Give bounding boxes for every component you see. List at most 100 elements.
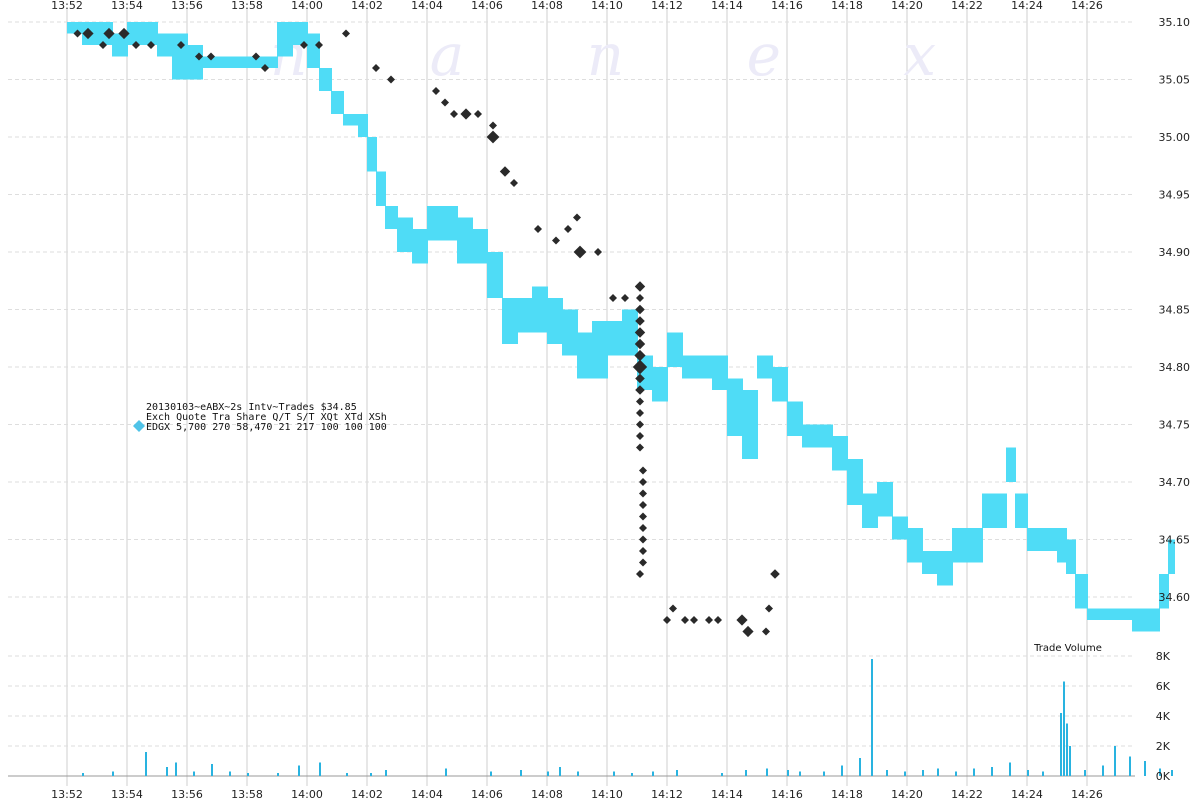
x-tick-label-bottom: 14:08	[531, 788, 563, 800]
x-tick-label-top: 14:24	[1011, 0, 1043, 12]
volume-bar	[520, 770, 522, 776]
trade-point	[636, 443, 644, 452]
volume-bar	[955, 771, 957, 776]
quote-band-segment	[757, 355, 773, 379]
x-axis-ticks: 13:52 13:52 13:54 13:54 13:56 13:56 13:58 13:58…	[51, 0, 1103, 800]
x-tick-label-bottom: 14:10	[591, 788, 623, 800]
trade-point	[714, 616, 722, 624]
volume-bar	[799, 771, 801, 776]
quote-band-segment	[385, 206, 398, 229]
quote-band-segment	[562, 309, 578, 356]
quote-band-segment	[1066, 539, 1076, 574]
trade-point	[73, 29, 82, 38]
x-tick-label-top: 13:54	[111, 0, 143, 12]
quote-band-segment	[1075, 574, 1088, 609]
quote-band-segment	[517, 298, 533, 333]
x-tick-label-top: 14:12	[651, 0, 683, 12]
trade-series	[73, 27, 780, 638]
trade-point	[441, 98, 449, 107]
quote-band-segment	[1087, 608, 1103, 620]
quote-band-segment	[202, 56, 218, 68]
trade-point	[450, 110, 458, 118]
trade-point	[742, 625, 754, 638]
trade-point	[639, 489, 647, 498]
quote-band-segment	[319, 68, 332, 91]
x-tick-label-top: 14:04	[411, 0, 443, 12]
quote-band-segment	[457, 217, 473, 264]
trade-point	[573, 245, 587, 259]
quote-band-segment	[427, 206, 443, 241]
quote-band-segment	[742, 390, 758, 459]
volume-bar	[721, 773, 723, 776]
trade-point	[147, 41, 155, 49]
trade-point	[634, 327, 646, 338]
trade-point	[634, 338, 646, 350]
quote-band-segment	[232, 56, 248, 68]
quote-band-segment	[376, 171, 386, 206]
x-tick-label-top: 14:00	[291, 0, 323, 12]
quote-band-segment	[157, 33, 173, 57]
volume-bar	[370, 773, 372, 776]
x-tick-label-bottom: 14:18	[831, 788, 863, 800]
trade-point	[669, 604, 677, 613]
volume-tick-label: 4K	[1156, 710, 1171, 723]
volume-bar	[1171, 770, 1173, 776]
trade-point	[118, 27, 130, 40]
y-tick-label: 34.60	[1159, 591, 1191, 604]
quote-band-segment	[292, 22, 308, 45]
quote-band-segment	[682, 355, 698, 379]
trade-point	[705, 616, 713, 624]
x-tick-label-top: 14:18	[831, 0, 863, 12]
volume-bar	[1159, 768, 1161, 776]
quote-band-segment	[1027, 528, 1043, 551]
quote-band-segment	[472, 229, 488, 264]
legend-title: 20130103~eABX~2s Intv~Trades $34.85	[146, 402, 357, 413]
trade-point	[634, 349, 646, 362]
x-tick-label-bottom: 14:16	[771, 788, 803, 800]
quote-band-segment	[1168, 539, 1175, 574]
x-tick-label-bottom: 14:26	[1071, 788, 1103, 800]
x-tick-label-bottom: 14:20	[891, 788, 923, 800]
quote-band-segment	[862, 493, 878, 528]
volume-bar	[298, 765, 300, 776]
quote-band-segment	[247, 56, 263, 68]
y-tick-label: 34.75	[1159, 419, 1191, 432]
quote-band-segment	[343, 114, 359, 126]
quote-band-segment	[997, 493, 1007, 528]
volume-bar	[82, 773, 84, 776]
quote-band-segment	[74, 22, 83, 34]
quote-band-segment	[502, 298, 518, 344]
quote-band-segment	[262, 56, 278, 68]
trade-point	[460, 108, 472, 120]
quote-band-segment	[787, 401, 803, 436]
x-tick-label-top: 14:16	[771, 0, 803, 12]
volume-bar	[841, 765, 843, 776]
quote-band-segment	[1057, 528, 1067, 563]
quote-band-segment	[217, 56, 233, 68]
trade-point	[573, 213, 581, 222]
volume-bar	[676, 770, 678, 776]
trade-point	[99, 41, 107, 49]
trade-point	[635, 385, 645, 395]
trade-point	[639, 558, 647, 567]
volume-tick-label: 8K	[1156, 650, 1171, 663]
volume-bar	[859, 758, 861, 776]
quote-band-segment	[187, 45, 203, 80]
quote-band-segment	[937, 551, 953, 586]
quote-band-segment	[277, 22, 293, 57]
quote-band-segment	[907, 528, 923, 563]
x-tick-label-bottom: 14:02	[351, 788, 383, 800]
quote-band-segment	[967, 528, 983, 563]
quote-band-segment	[1147, 608, 1160, 632]
volume-bar	[1027, 770, 1029, 776]
trade-point	[635, 304, 645, 315]
quote-band-segment	[982, 493, 998, 528]
trade-point	[636, 397, 644, 406]
quote-band-segment	[877, 482, 893, 517]
quote-band-segment	[727, 378, 743, 436]
trade-point	[82, 27, 94, 40]
trade-point	[736, 614, 748, 626]
trade-point	[474, 110, 482, 118]
x-tick-label-top: 14:06	[471, 0, 503, 12]
